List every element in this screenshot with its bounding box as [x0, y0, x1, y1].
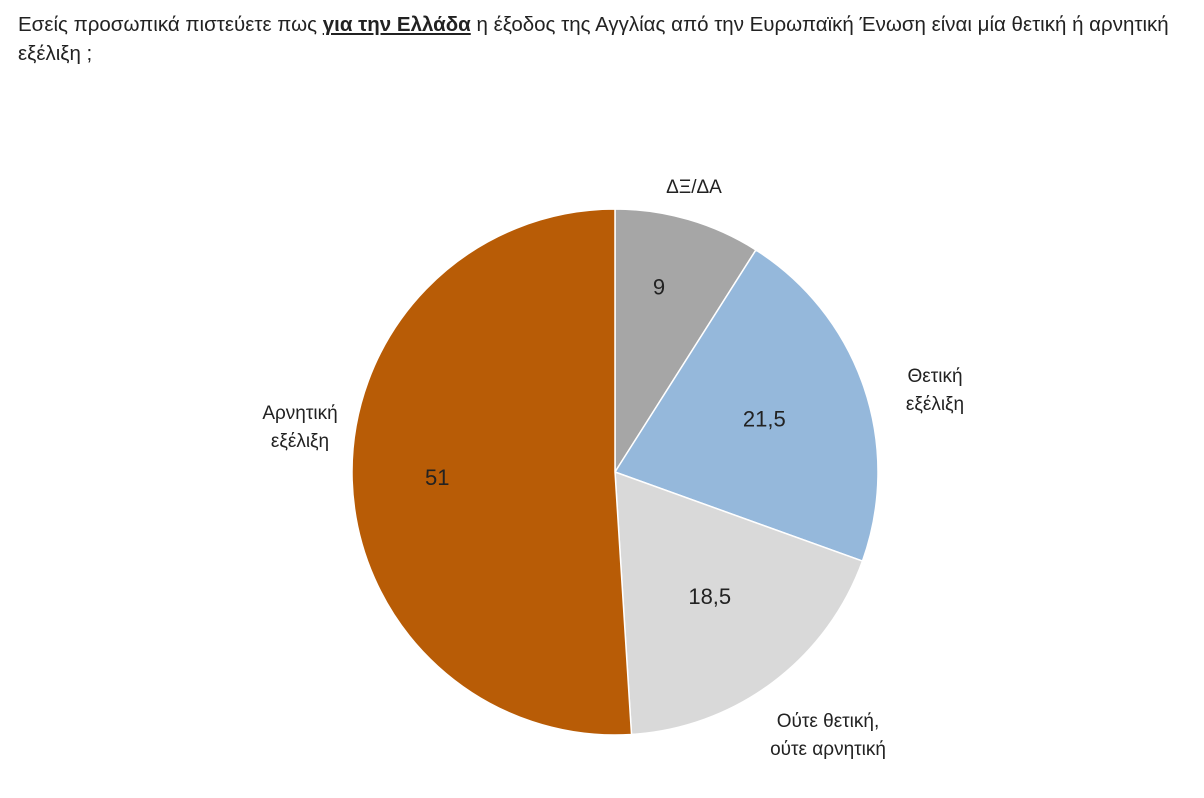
- pie-slice: [613, 248, 879, 563]
- pie-slice: [614, 208, 757, 475]
- slice-value-label: 9: [653, 274, 665, 299]
- question-text-after: η έξοδος της Αγγλίας από την Ευρωπαϊκή Έ…: [18, 13, 1169, 65]
- slice-category-label: Αρνητική εξέλιξη: [262, 403, 337, 452]
- slice-category-label: ΔΞ/ΔΑ: [666, 177, 722, 198]
- chart-question: Εσείς προσωπικά πιστεύετε πως για την Ελ…: [18, 10, 1188, 68]
- slice-value-label: 18,5: [688, 584, 731, 609]
- pie-slice: [351, 208, 633, 736]
- slice-value-label: 51: [425, 465, 449, 490]
- slice-category-label: Ούτε θετική, ούτε αρνητική: [770, 711, 886, 760]
- question-text-before: Εσείς προσωπικά πιστεύετε πως: [18, 13, 318, 36]
- pie-slice: [614, 470, 864, 736]
- slice-category-label: Θετική εξέλιξη: [906, 366, 964, 415]
- question-emphasis: για την Ελλάδα: [322, 13, 471, 36]
- slice-value-label: 21,5: [743, 407, 786, 432]
